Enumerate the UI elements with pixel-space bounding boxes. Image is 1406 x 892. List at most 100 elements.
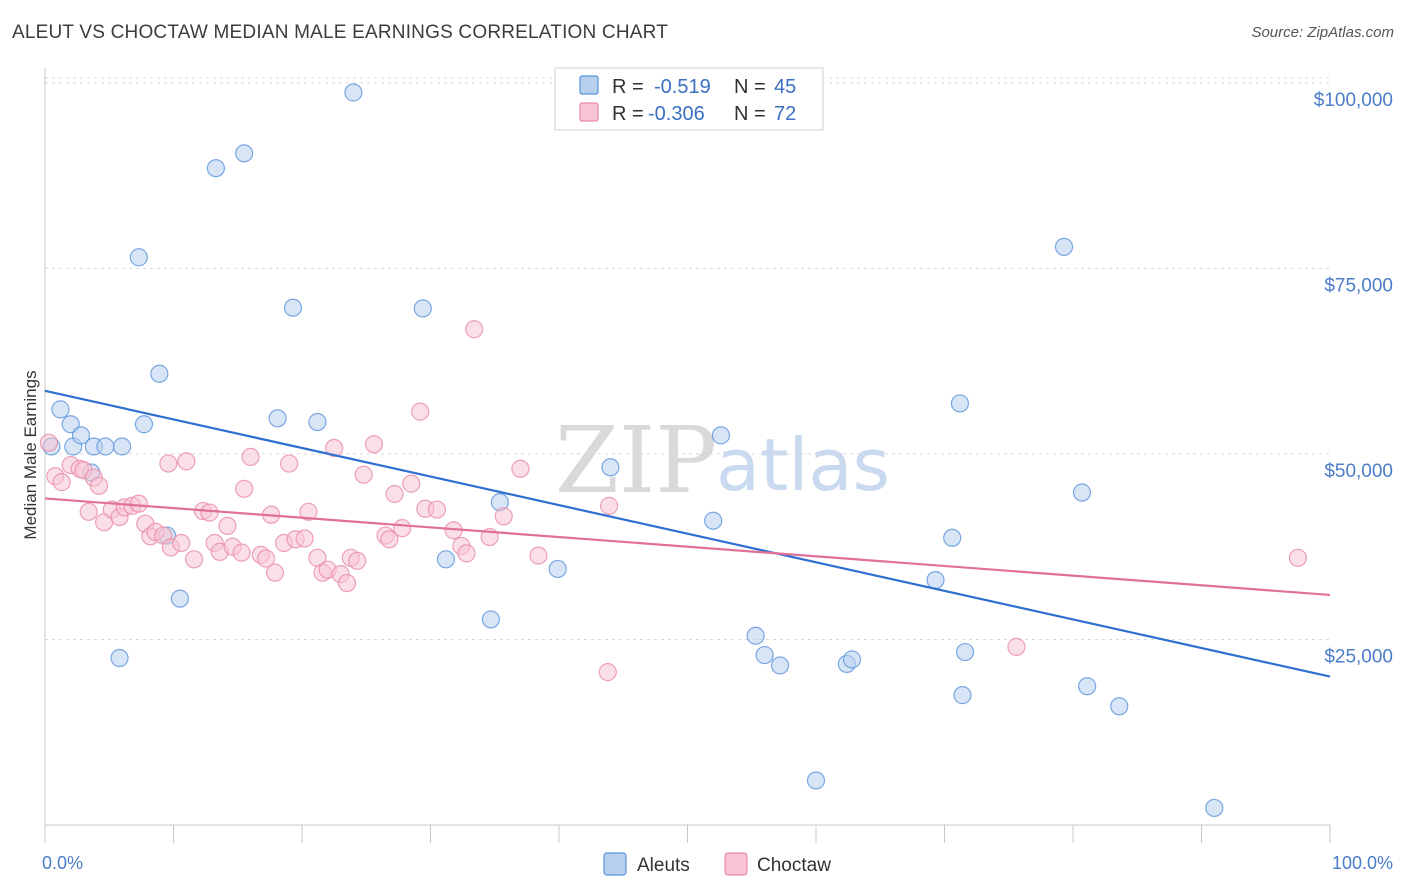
legend-swatch-aleuts [579,75,599,95]
data-point [337,573,357,593]
data-point [150,364,169,383]
data-point [96,437,115,456]
data-point [806,771,826,790]
data-point [1054,237,1074,256]
data-point [393,519,412,538]
data-point [598,663,617,682]
data-point [218,516,237,536]
watermark: ZIP atlas [555,407,890,514]
data-point [299,502,318,521]
legend-swatch-choctaw [579,102,599,122]
data-point [39,433,58,452]
data-point [52,473,71,492]
y-tick-label: $25,000 [1324,646,1393,667]
data-point [600,496,619,515]
data-point [51,400,70,419]
data-point [232,543,251,562]
data-point [711,426,731,445]
y-tick-label: $100,000 [1314,90,1393,111]
series-legend-label-aleuts: Aleuts [637,855,690,876]
series-legend: Aleuts Choctaw [603,852,831,876]
data-point [364,435,384,454]
data-point [746,626,765,645]
data-point [235,479,254,498]
legend-n-label-aleuts: N = [734,76,766,98]
legend-n-value-aleuts: 45 [774,76,796,98]
data-point [402,474,421,493]
data-point [241,447,260,466]
data-point [283,298,303,317]
data-point [206,159,226,178]
stats-legend-box [554,67,824,131]
legend-r-value-choctaw: -0.306 [648,103,705,125]
data-point [110,648,129,668]
chart-title: ALEUT VS CHOCTAW MEDIAN MALE EARNINGS CO… [12,22,669,43]
data-point [79,502,98,521]
legend-r-label-choctaw: R = [612,103,644,125]
y-tick-labels: $25,000 $50,000 $75,000 $100,000 [1314,90,1393,668]
data-point [1205,798,1224,818]
data-point [235,144,254,163]
data-point [481,610,500,629]
data-point [755,645,774,665]
data-point [926,570,945,590]
data-point [184,550,204,569]
data-point [268,409,287,428]
data-point [89,476,109,495]
legend-r-label-aleuts: R = [612,76,644,98]
data-point [295,529,314,548]
data-point [385,484,404,504]
data-point [344,83,363,102]
data-point [159,454,178,473]
data-point [953,686,972,705]
data-point [1110,697,1129,716]
data-point [427,500,447,519]
data-point [265,563,285,582]
data-point [112,437,132,456]
data-point [943,528,962,547]
data-point [842,650,862,669]
legend-r-value-aleuts: -0.519 [654,76,711,98]
data-point [129,248,148,267]
legend-n-value-choctaw: 72 [774,103,796,125]
data-point [170,589,190,608]
data-point [1078,677,1097,696]
data-point [325,438,344,458]
trend-line [44,497,1331,597]
y-tick-label: $50,000 [1324,461,1393,482]
source-label: Source: ZipAtlas.com [1251,24,1394,41]
data-point [177,452,196,471]
y-axis-title: Median Male Earnings [21,370,40,539]
data-point [1072,483,1092,502]
data-point [465,320,484,339]
data-point [280,454,299,473]
data-point [129,494,148,513]
y-tick-label: $75,000 [1324,275,1393,296]
watermark-zip: ZIP [555,407,717,514]
data-point [1007,637,1026,656]
legend-n-label-choctaw: N = [734,103,766,125]
data-point [601,458,620,477]
data-point [380,530,399,549]
data-point [436,550,456,569]
data-point [256,549,276,568]
data-point [955,642,975,662]
series-legend-swatch-choctaw [724,852,748,876]
data-point [1288,548,1307,567]
series-choctaw [39,320,1307,682]
trend-lines [44,389,1331,678]
data-point [411,402,430,421]
x-tick-label: 100.0% [1332,853,1393,873]
data-point [413,299,432,318]
data-point [529,546,548,565]
x-tick-label: 0.0% [42,853,83,873]
data-point [134,415,154,434]
series-legend-swatch-aleuts [603,852,627,876]
data-point [61,415,80,434]
data-point [511,459,530,478]
data-point [200,503,219,522]
stats-legend: R = -0.519 N = 45 R = -0.306 N = 72 [554,67,824,131]
data-point [354,465,373,484]
data-point [457,544,476,563]
